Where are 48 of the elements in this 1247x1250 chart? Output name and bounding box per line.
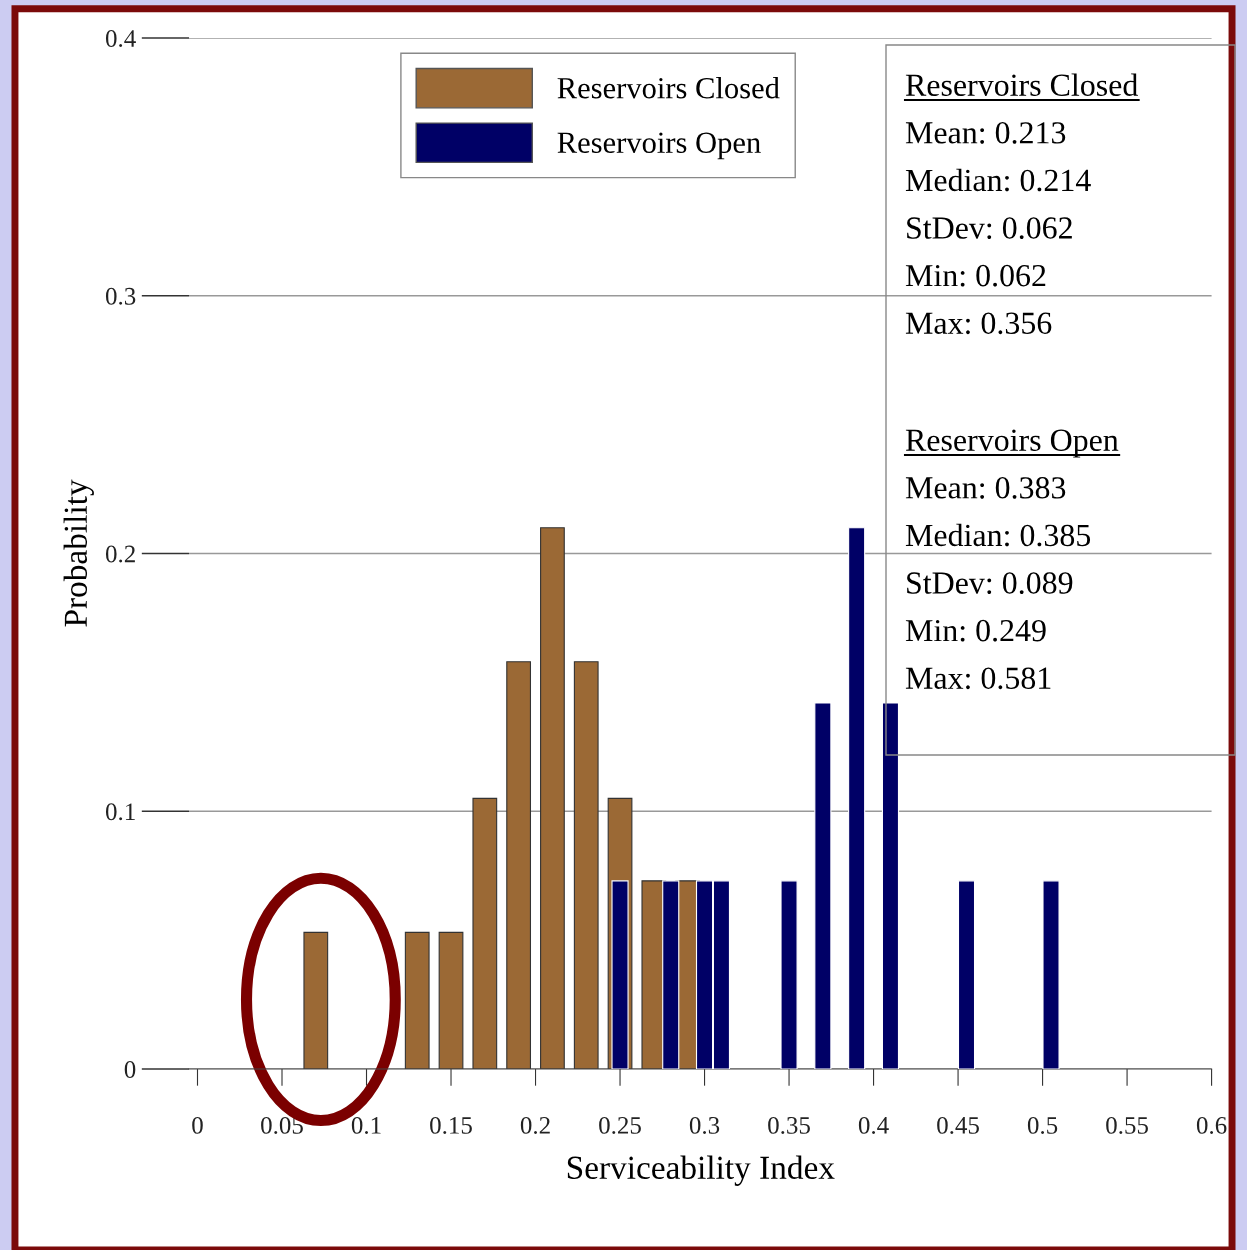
bar [611,880,629,1069]
legend-label: Reservoirs Open [557,132,761,160]
bar [881,702,900,1069]
bar [1042,880,1060,1069]
y-tick-label: 0.4 [105,30,136,48]
y-tick-label: 0 [124,1061,136,1078]
annotation: Reservoirs Closed [905,73,1138,96]
bar [438,931,464,1069]
x-tick-label: 0.3 [689,1116,720,1134]
legend-label: Reservoirs Closed [557,76,780,99]
annotation: Mean: 0.383 [905,477,1066,499]
bar [814,702,832,1069]
bar [303,931,329,1069]
annotation: Median: 0.214 [905,168,1091,192]
annotation: StDev: 0.062 [907,217,1072,239]
bar [780,880,798,1069]
annotation: Max: 0.581 [905,667,1051,690]
y-tick-label: 0.3 [105,287,136,305]
bar [540,527,565,1069]
x-tick-label: 0.4 [858,1116,889,1134]
bar [404,931,430,1069]
annotation: Min: 0.249 [905,619,1046,642]
x-tick-label: 0.5 [1027,1116,1058,1134]
x-axis-title: Serviceability Index [567,1155,835,1186]
bar [506,661,532,1069]
x-tick-label: 0.25 [599,1116,641,1134]
x-tick-label: 0.1 [351,1116,381,1134]
annotation: Median: 0.385 [905,523,1091,547]
annotation: Max: 0.356 [905,312,1052,335]
bar [472,797,498,1069]
annotation: Min: 0.062 [905,264,1046,287]
x-tick-label: 0.2 [520,1116,550,1134]
y-tick-label: 0.2 [105,545,135,563]
x-tick-label: 0.6 [1196,1116,1227,1134]
y-axis-title: Probability [63,479,94,627]
x-tick-label: 0.15 [430,1116,472,1134]
x-tick-label: 0.55 [1106,1116,1148,1134]
annotation: StDev: 0.089 [907,572,1073,594]
annotation: Reservoirs Open [905,429,1119,458]
y-tick-label: 0.1 [105,803,135,821]
x-tick-label: 0.35 [768,1116,810,1134]
x-tick-label: 0.45 [937,1116,979,1134]
bar [662,880,680,1069]
bar [573,661,599,1069]
annotation: Mean: 0.213 [905,122,1066,144]
x-tick-label: 0 [192,1116,203,1134]
bar [957,880,976,1069]
bar [848,527,866,1069]
